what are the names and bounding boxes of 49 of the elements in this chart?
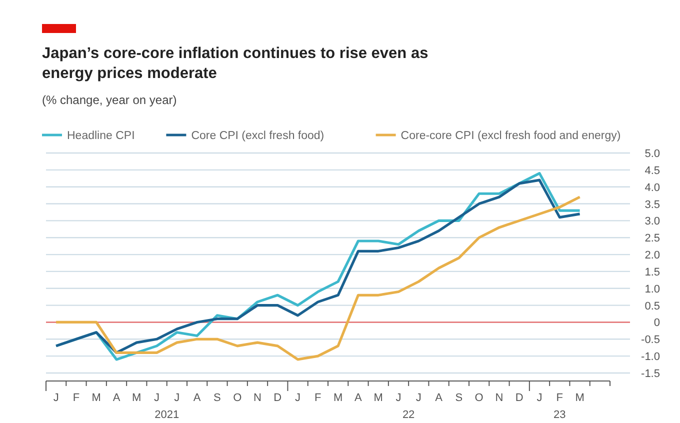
text: 2021 bbox=[154, 409, 180, 421]
x-tick-label: M bbox=[92, 392, 101, 404]
x-tick-label: A bbox=[112, 392, 121, 404]
x-tick-label: J bbox=[536, 392, 542, 404]
x-tick-label: J bbox=[396, 392, 402, 404]
y-tick-label: 1.5 bbox=[644, 266, 660, 278]
x-tick-label: M bbox=[333, 392, 343, 404]
x-tick-label: A bbox=[435, 392, 444, 404]
x-tick-label: D bbox=[515, 392, 524, 404]
y-tick-label: 2.0 bbox=[644, 250, 660, 262]
chart-subtitle: (% change, year on year) bbox=[42, 93, 177, 107]
text: 23 bbox=[554, 409, 566, 421]
x-tick-label: J bbox=[174, 392, 180, 404]
y-tick-label: -0.5 bbox=[641, 334, 660, 346]
x-tick-label: S bbox=[455, 392, 463, 404]
y-tick-label: 0.5 bbox=[644, 300, 660, 312]
y-tick-label: 3.0 bbox=[644, 216, 660, 228]
y-tick-label: 0 bbox=[654, 317, 660, 330]
x-tick-label: F bbox=[314, 392, 322, 404]
y-tick-label: 1.0 bbox=[644, 283, 660, 296]
x-tick-label: A bbox=[354, 392, 363, 404]
y-tick-label: 4.0 bbox=[644, 182, 660, 194]
x-tick-label: M bbox=[374, 392, 383, 404]
x-tick-label: O bbox=[474, 392, 484, 404]
x-tick-label: J bbox=[416, 392, 422, 404]
y-tick-label: -1.5 bbox=[641, 368, 660, 380]
y-tick-label: 2.5 bbox=[644, 232, 660, 245]
text: 22 bbox=[402, 409, 415, 421]
x-tick-label: F bbox=[72, 392, 80, 404]
x-tick-label: M bbox=[132, 392, 142, 404]
legend-label: Headline CPI bbox=[67, 130, 135, 142]
y-tick-label: -1.0 bbox=[641, 351, 660, 364]
chart-title: Japan’s core-core inflation continues to rise even as energy prices moderate bbox=[42, 45, 428, 82]
y-tick-label: 3.5 bbox=[644, 198, 660, 211]
x-tick-label: J bbox=[53, 392, 59, 404]
y-tick-label: 4.5 bbox=[644, 164, 660, 177]
x-tick-label: O bbox=[233, 392, 242, 404]
legend-label: Core CPI (excl fresh food) bbox=[191, 130, 324, 142]
legend-label: Core-core CPI (excl fresh food and energy) bbox=[400, 130, 621, 142]
x-tick-label: N bbox=[495, 392, 504, 404]
x-tick-label: J bbox=[154, 392, 160, 404]
x-tick-label: S bbox=[214, 392, 221, 404]
x-tick-label: M bbox=[575, 392, 584, 404]
x-tick-label: A bbox=[193, 392, 202, 404]
x-tick-label: N bbox=[254, 392, 262, 404]
x-tick-label: F bbox=[556, 392, 564, 404]
y-tick-label: 5.0 bbox=[644, 148, 660, 160]
x-tick-label: D bbox=[274, 392, 282, 404]
x-tick-label: J bbox=[295, 392, 301, 404]
